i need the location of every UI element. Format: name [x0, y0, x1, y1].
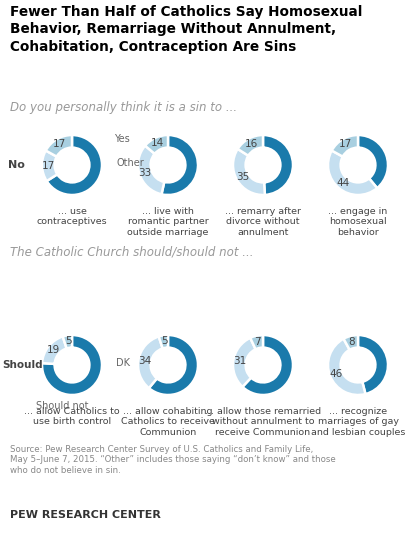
Text: 5: 5: [161, 336, 168, 346]
Text: ... engage in
homosexual
behavior: ... engage in homosexual behavior: [328, 207, 388, 237]
Wedge shape: [159, 335, 168, 349]
Wedge shape: [47, 135, 102, 195]
Wedge shape: [233, 149, 265, 195]
Text: Other: Other: [116, 158, 144, 168]
Text: The Catholic Church should/should not ...: The Catholic Church should/should not ..…: [10, 246, 254, 259]
Text: ... recognize
marriages of gay
and lesbian couples: ... recognize marriages of gay and lesbi…: [311, 407, 405, 437]
Wedge shape: [358, 335, 388, 394]
Wedge shape: [145, 135, 168, 154]
Text: 17: 17: [53, 139, 66, 150]
Wedge shape: [149, 335, 198, 395]
Text: 61: 61: [159, 357, 177, 370]
Text: Do you personally think it is a sin to ...: Do you personally think it is a sin to .…: [10, 100, 237, 113]
Wedge shape: [233, 338, 256, 387]
Text: ... use
contraceptives: ... use contraceptives: [37, 207, 108, 227]
Text: ... live with
romantic partner
outside marriage: ... live with romantic partner outside m…: [127, 207, 209, 237]
Text: ... allow those remarried
without annulment to
receive Communion: ... allow those remarried without annulm…: [205, 407, 321, 437]
Wedge shape: [263, 135, 293, 195]
Text: ... allow cohabiting
Catholics to receive
Communion: ... allow cohabiting Catholics to receiv…: [121, 407, 215, 437]
Text: PEW RESEARCH CENTER: PEW RESEARCH CENTER: [10, 510, 161, 520]
Text: 33: 33: [139, 167, 152, 178]
Text: 46: 46: [349, 357, 367, 370]
Wedge shape: [358, 135, 388, 188]
Text: 54: 54: [159, 157, 177, 170]
Text: 44: 44: [336, 178, 349, 189]
Text: 39: 39: [349, 157, 367, 170]
Text: Source: Pew Research Center Survey of U.S. Catholics and Family Life,
May 5–June: Source: Pew Research Center Survey of U.…: [10, 445, 336, 475]
Wedge shape: [250, 335, 263, 349]
Text: No: No: [8, 160, 25, 170]
Text: 66%: 66%: [57, 157, 87, 170]
Text: 31: 31: [233, 356, 246, 366]
Text: Should: Should: [2, 360, 42, 370]
Text: 5: 5: [65, 336, 71, 346]
Wedge shape: [242, 335, 293, 395]
Text: DK: DK: [116, 358, 130, 368]
Text: 19: 19: [47, 345, 60, 356]
Text: 34: 34: [138, 356, 151, 365]
Wedge shape: [42, 337, 67, 364]
Wedge shape: [328, 339, 365, 395]
Text: 14: 14: [151, 138, 165, 149]
Text: Should not: Should not: [36, 401, 88, 411]
Text: Fewer Than Half of Catholics Say Homosexual
Behavior, Remarriage Without Annulme: Fewer Than Half of Catholics Say Homosex…: [10, 5, 362, 54]
Wedge shape: [42, 335, 102, 395]
Text: 62: 62: [255, 357, 272, 370]
Wedge shape: [162, 135, 198, 195]
Text: 8: 8: [349, 337, 355, 347]
Wedge shape: [138, 337, 163, 388]
Wedge shape: [46, 135, 72, 157]
Wedge shape: [138, 146, 164, 194]
Text: 46: 46: [329, 369, 342, 379]
Text: 17: 17: [42, 161, 55, 171]
Text: 16: 16: [245, 139, 258, 149]
Wedge shape: [332, 135, 358, 157]
Text: ... allow Catholics to
use birth control: ... allow Catholics to use birth control: [24, 407, 120, 427]
Text: 76%: 76%: [57, 357, 87, 370]
Wedge shape: [238, 135, 263, 156]
Wedge shape: [42, 151, 57, 181]
Text: 17: 17: [339, 139, 352, 150]
Wedge shape: [328, 151, 377, 195]
Text: ... remarry after
divorce without
annulment: ... remarry after divorce without annulm…: [225, 207, 301, 237]
Text: 35: 35: [236, 172, 249, 182]
Text: 49: 49: [255, 157, 272, 170]
Text: 7: 7: [255, 337, 261, 346]
Text: Yes: Yes: [114, 134, 130, 144]
Wedge shape: [63, 335, 72, 349]
Wedge shape: [344, 335, 358, 350]
